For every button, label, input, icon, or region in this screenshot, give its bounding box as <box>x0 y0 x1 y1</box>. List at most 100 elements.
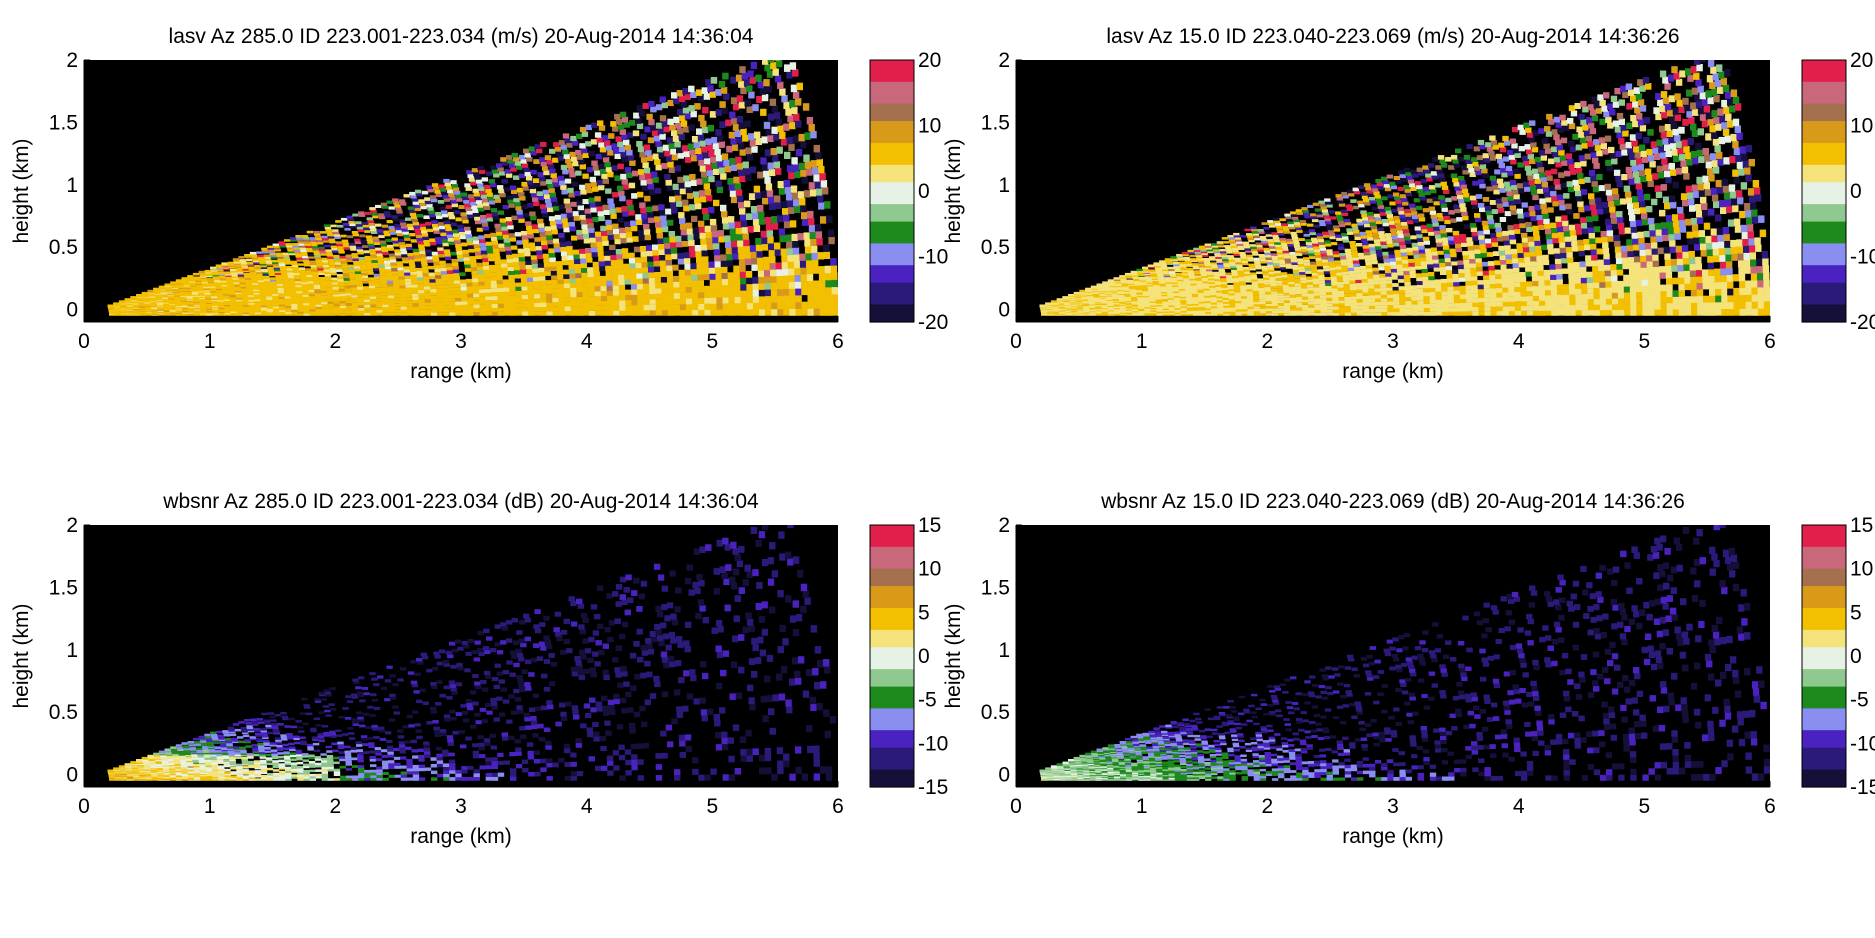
scan-cell <box>281 275 288 278</box>
scan-cell <box>735 156 742 164</box>
scan-cell <box>1174 298 1181 301</box>
colorbar-segment <box>870 186 914 192</box>
scan-cell <box>631 310 638 316</box>
scan-cell <box>763 79 770 87</box>
scan-cell <box>579 214 586 220</box>
scan-cell <box>337 276 344 280</box>
scan-cell <box>804 239 811 247</box>
scan-cell <box>224 303 231 307</box>
scan-cell <box>768 249 775 257</box>
colorbar-segment <box>870 282 914 288</box>
scan-cell <box>747 226 755 233</box>
scan-cell <box>623 268 631 275</box>
scan-cell <box>424 289 431 293</box>
scan-cell <box>284 294 291 297</box>
scan-cell <box>499 193 506 198</box>
scan-cell <box>1180 303 1187 307</box>
scan-cell <box>596 241 603 247</box>
scan-cell <box>1168 313 1176 316</box>
scan-cell <box>1161 268 1169 272</box>
scan-cell <box>421 190 429 195</box>
scan-cell <box>230 309 237 312</box>
scan-cell <box>449 308 456 313</box>
scan-cell <box>310 262 317 266</box>
scan-cell <box>297 303 304 306</box>
scan-cell <box>770 148 777 156</box>
scan-cell <box>373 242 381 245</box>
scan-cell <box>416 274 424 278</box>
scan-cell <box>659 209 666 216</box>
scan-cell <box>703 183 710 190</box>
scan-cell <box>544 266 551 272</box>
scan-cell <box>259 263 267 266</box>
scan-cell <box>744 120 751 128</box>
scan-cell <box>322 237 329 241</box>
scan-cell <box>725 119 732 127</box>
scan-cell <box>311 243 318 247</box>
scan-cell <box>521 235 528 240</box>
scan-cell <box>772 68 779 76</box>
scan-cell <box>258 282 265 286</box>
scan-cell <box>473 304 480 309</box>
scan-cell <box>384 266 392 270</box>
scan-cell <box>648 272 655 278</box>
scan-cell <box>1197 292 1205 295</box>
scan-cell <box>600 295 608 301</box>
scan-cell <box>632 170 639 177</box>
scan-cell <box>788 268 795 276</box>
scan-cell <box>795 295 802 303</box>
scan-cell <box>293 272 300 276</box>
scan-cell <box>477 274 485 278</box>
scan-cell <box>594 170 601 176</box>
scan-cell <box>449 298 456 302</box>
scan-cell <box>534 302 541 308</box>
scan-cell <box>380 278 387 282</box>
scan-cell <box>261 311 268 315</box>
scan-cell <box>757 270 765 277</box>
scan-cell <box>254 298 261 302</box>
scan-cell <box>786 165 794 173</box>
scan-cell <box>819 308 827 316</box>
scan-cell <box>294 278 301 282</box>
scan-cell <box>391 268 398 272</box>
scan-cell <box>366 266 373 270</box>
scan-cell <box>576 296 583 302</box>
scan-cell <box>1150 312 1157 315</box>
scan-cell <box>343 244 350 248</box>
scan-cell <box>222 265 229 268</box>
scan-cell <box>364 230 371 233</box>
scan-cell <box>728 290 735 298</box>
scan-cell <box>370 310 377 313</box>
scan-cell <box>480 194 488 199</box>
scan-cell <box>346 235 354 239</box>
scan-cell <box>381 224 389 228</box>
scan-cell <box>343 275 350 279</box>
scan-cell <box>552 157 559 163</box>
scan-cell <box>667 161 674 168</box>
scan-cell <box>568 264 575 270</box>
scan-cell <box>363 299 371 303</box>
scan-cell <box>372 262 379 266</box>
scan-cell <box>603 250 611 256</box>
scan-cell <box>399 288 407 292</box>
scan-cell <box>1200 271 1207 275</box>
scan-cell <box>676 128 684 135</box>
scan-cell <box>1169 271 1176 274</box>
scan-cell <box>447 237 455 242</box>
scan-cell <box>679 217 686 224</box>
scan-cell <box>1210 302 1218 305</box>
scan-cell <box>669 196 676 203</box>
scan-cell <box>320 288 327 291</box>
scan-cell <box>321 308 329 312</box>
scan-cell <box>242 298 249 301</box>
scan-cell <box>588 296 596 302</box>
scan-cell <box>1163 272 1170 276</box>
scan-cell <box>648 217 655 223</box>
scan-cell <box>570 306 578 312</box>
scan-cell <box>1174 268 1181 271</box>
scan-cell <box>698 226 706 233</box>
scan-cell <box>1161 297 1169 301</box>
scan-cell <box>350 284 357 288</box>
scan-cell <box>1192 309 1200 313</box>
scan-cell <box>505 173 513 178</box>
